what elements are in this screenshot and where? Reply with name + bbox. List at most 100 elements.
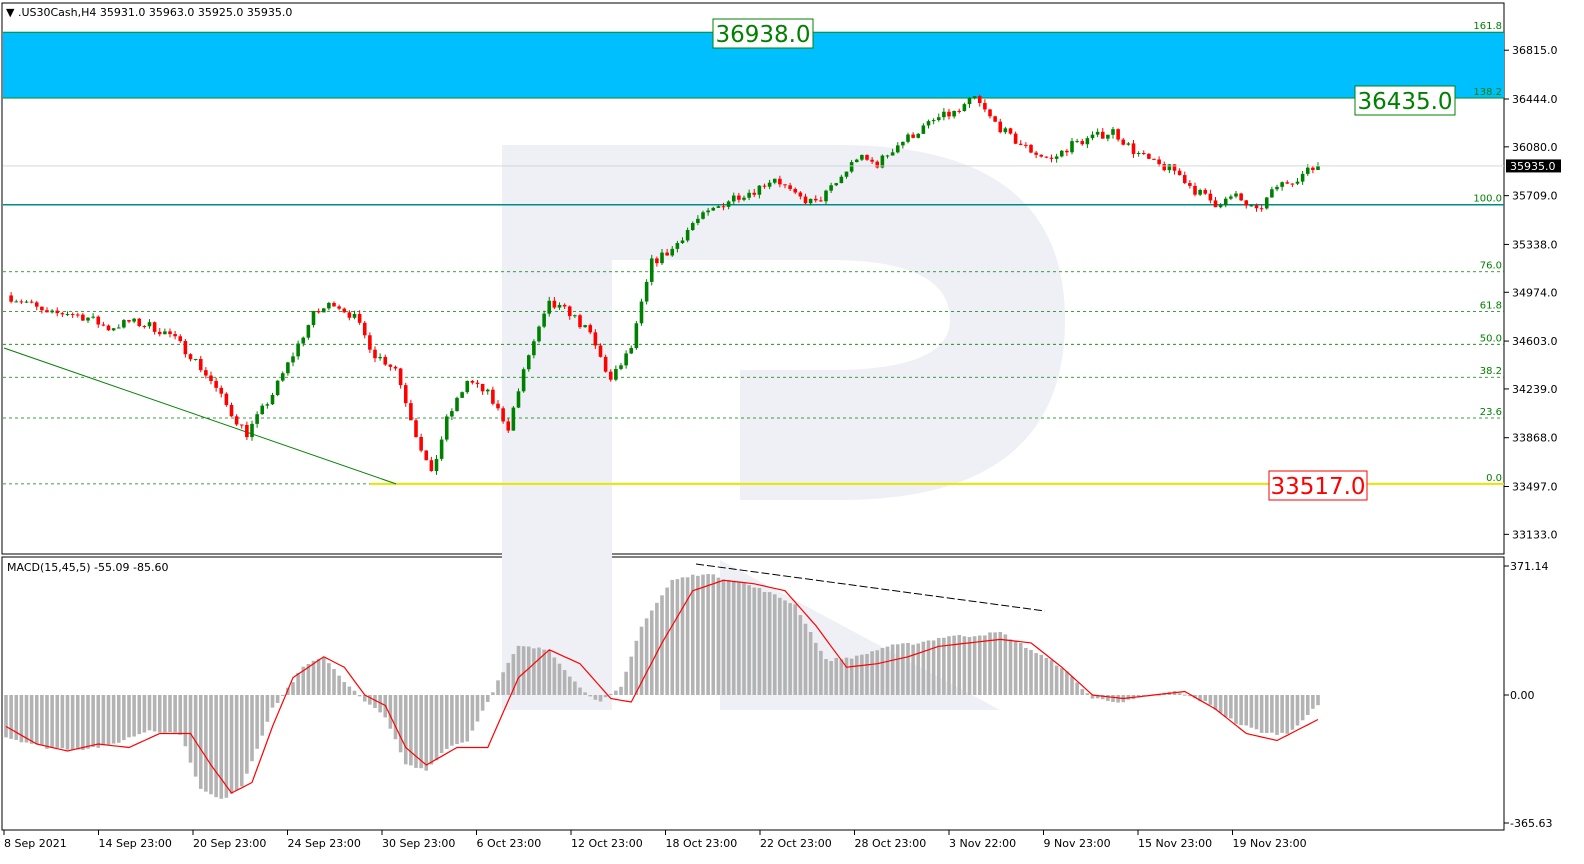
candle-body (808, 198, 813, 204)
macd-histogram-bar (378, 695, 382, 713)
macd-histogram-bar (255, 695, 259, 749)
macd-histogram-bar (75, 695, 80, 750)
macd-histogram-bar (511, 654, 516, 695)
candle-body (649, 258, 654, 282)
macd-histogram-bar (747, 585, 751, 695)
macd-histogram-bar (988, 632, 992, 695)
macd-histogram-bar (34, 695, 39, 745)
macd-histogram-bar (460, 695, 464, 743)
macd-histogram-bar (880, 648, 885, 695)
candle-body (711, 207, 716, 211)
candle-body (65, 314, 70, 316)
candle-body (496, 403, 500, 409)
macd-tick-label: -365.63 (1510, 817, 1552, 830)
macd-histogram-bar (639, 626, 644, 695)
macd-histogram-bar (250, 695, 254, 762)
candle-body (152, 322, 157, 332)
candle-body (1198, 189, 1202, 195)
macd-histogram-bar (419, 695, 423, 769)
macd-histogram-bar (101, 695, 106, 746)
candle-body (127, 320, 131, 322)
candle-body (526, 355, 531, 370)
macd-histogram-bar (214, 695, 218, 798)
candle-body (675, 243, 680, 249)
macd-histogram-bar (414, 695, 418, 768)
candle-body (598, 345, 603, 357)
time-tick-label: 18 Oct 23:00 (666, 837, 738, 850)
macd-histogram-bar (439, 695, 444, 754)
candle-body (1244, 200, 1249, 206)
candle-body (316, 311, 321, 313)
support-box (1268, 470, 1368, 501)
macd-histogram-bar (347, 686, 352, 695)
time-axis: 8 Sep 2021 14 Sep 23:00 20 Sep 23:00 24 Sep… (3, 830, 1307, 850)
candle-body (819, 200, 823, 202)
macd-histogram-bar (260, 695, 265, 736)
candle-body (178, 336, 183, 342)
macd-histogram-bar (1018, 642, 1023, 695)
macd-histogram-bar (450, 695, 454, 746)
macd-histogram-bar (998, 631, 1003, 695)
macd-histogram-bar (1229, 695, 1233, 719)
macd-histogram-bar (444, 695, 449, 749)
macd-histogram-bar (50, 695, 54, 748)
macd-histogram-bar (1044, 658, 1049, 695)
candle-body (455, 397, 459, 412)
macd-histogram-bar (752, 587, 757, 695)
macd-histogram-bar (245, 695, 249, 774)
macd-histogram-bar (767, 592, 772, 695)
macd-histogram-bar (280, 694, 285, 696)
macd-histogram-bar (65, 695, 70, 750)
macd-histogram-bar (1270, 695, 1274, 733)
macd-histogram-bar (480, 695, 485, 711)
candle-body (931, 120, 936, 122)
candle-body (1259, 208, 1264, 210)
candle-body (696, 218, 700, 224)
macd-histogram-bar (86, 695, 90, 749)
macd-histogram-bar (1075, 682, 1079, 695)
time-tick-label: 19 Nov 23:00 (1233, 837, 1307, 850)
macd-histogram-bar (562, 670, 567, 695)
macd-histogram-bar (1024, 647, 1028, 695)
macd-histogram-bar (619, 686, 623, 695)
macd-histogram-bar (116, 695, 121, 743)
candle-body (506, 421, 511, 431)
candle-body (588, 325, 593, 333)
macd-histogram-bar (578, 687, 582, 695)
candle-body (1121, 139, 1126, 145)
price-tick-label: 34974.0 (1512, 286, 1558, 299)
macd-histogram-bar (1029, 649, 1033, 695)
macd-histogram-bar (465, 695, 470, 742)
macd-histogram-bar (70, 695, 75, 751)
candle-body (214, 381, 218, 388)
macd-histogram-bar (1054, 665, 1059, 695)
candle-body (429, 460, 434, 472)
candle-body (916, 133, 921, 138)
candle-body (1070, 141, 1074, 153)
candle-body (1126, 143, 1131, 145)
candle-body (901, 141, 905, 146)
price-tick-label: 36815.0 (1512, 44, 1558, 57)
candle-body (1305, 167, 1310, 174)
candle-body (70, 314, 75, 316)
candle-body (1039, 154, 1044, 157)
candle-body (234, 416, 239, 425)
candle-body (936, 117, 941, 121)
candle-body (1290, 183, 1295, 185)
macd-histogram-bar (1008, 639, 1013, 695)
candle-body (352, 313, 357, 318)
price-tick-label: 33868.0 (1512, 432, 1558, 445)
current-price-label: 35935.0 (1510, 160, 1556, 173)
macd-histogram-bar (1188, 695, 1192, 697)
macd-histogram-bar (1234, 695, 1238, 724)
macd-histogram-bar (726, 579, 731, 695)
candle-body (362, 322, 367, 336)
macd-histogram-bar (229, 695, 234, 794)
macd-histogram-bar (829, 660, 833, 695)
macd-histogram-bar (398, 695, 403, 753)
candle-body (168, 331, 172, 335)
macd-histogram-bar (1285, 695, 1290, 734)
candle-body (1280, 182, 1284, 187)
candle-body (91, 316, 95, 318)
macd-histogram-bar (547, 650, 552, 695)
